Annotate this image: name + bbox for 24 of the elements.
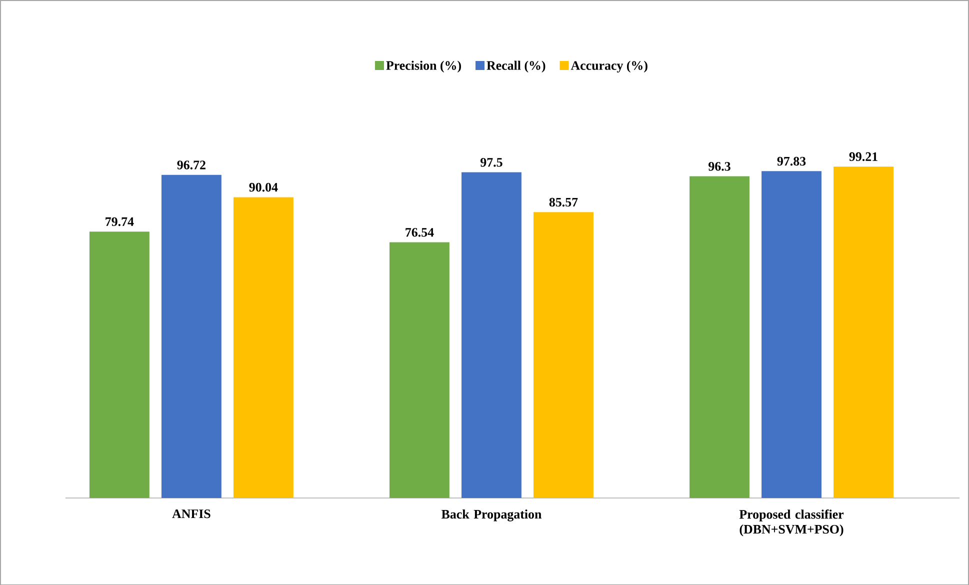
data-label: 97.5 <box>480 158 502 167</box>
legend-label: Precision (%) <box>386 60 461 72</box>
x-tick-label: ANFIS <box>172 509 210 518</box>
bar <box>534 212 594 498</box>
bar <box>762 170 822 498</box>
x-tick-label: Proposed classifier (DBN+SVM+PSO) <box>739 509 844 536</box>
data-label: 90.04 <box>249 182 278 192</box>
data-label: 85.57 <box>549 198 578 206</box>
bar <box>390 242 450 498</box>
legend-label: Accuracy (%) <box>570 60 648 72</box>
bar <box>161 174 222 498</box>
data-label: 79.74 <box>106 217 134 226</box>
data-label: 97.83 <box>777 156 806 166</box>
bar <box>834 166 894 498</box>
legend-label: Recall (%) <box>486 60 546 72</box>
data-label: 76.54 <box>406 228 434 237</box>
bar <box>462 172 522 498</box>
bar <box>233 197 294 498</box>
data-label: 96.3 <box>708 162 730 171</box>
bar <box>690 176 750 498</box>
x-tick-label: Back Propagation <box>442 509 542 522</box>
data-label: 96.72 <box>177 160 206 170</box>
data-label: 99.21 <box>849 152 878 161</box>
bar <box>89 231 150 498</box>
